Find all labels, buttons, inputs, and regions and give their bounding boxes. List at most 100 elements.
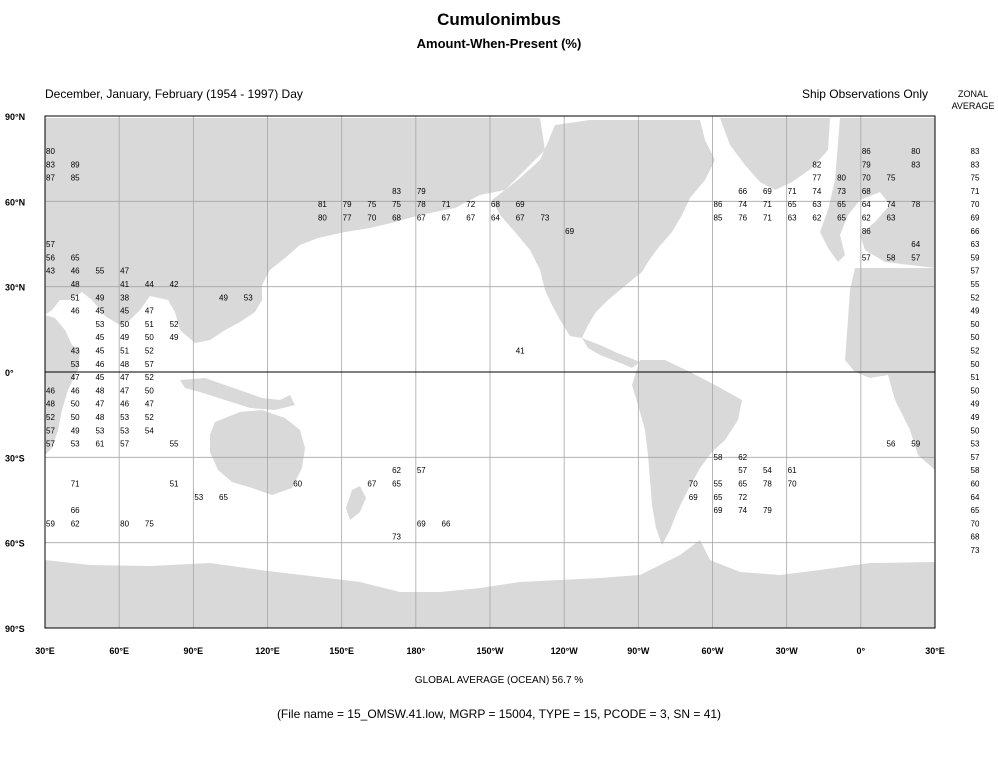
africa-east-landmass bbox=[845, 268, 935, 470]
cell-value: 61 bbox=[788, 466, 797, 475]
cell-value: 52 bbox=[170, 320, 179, 329]
cell-value: 59 bbox=[911, 440, 920, 449]
cell-value: 83 bbox=[392, 187, 401, 196]
cell-value: 79 bbox=[763, 506, 772, 515]
cell-value: 80 bbox=[837, 174, 846, 183]
cell-value: 78 bbox=[763, 480, 772, 489]
cell-value: 77 bbox=[343, 214, 352, 223]
cell-value: 47 bbox=[120, 373, 129, 382]
latitude-label: 0° bbox=[5, 368, 14, 378]
cell-value: 49 bbox=[219, 293, 228, 302]
cell-value: 48 bbox=[46, 400, 55, 409]
cell-value: 67 bbox=[442, 214, 451, 223]
zonal-value: 49 bbox=[971, 307, 980, 316]
cell-value: 62 bbox=[862, 214, 871, 223]
cell-value: 53 bbox=[95, 320, 104, 329]
cell-value: 64 bbox=[862, 200, 871, 209]
zonal-value: 57 bbox=[971, 453, 980, 462]
longitude-labels: 30°E 60°E 90°E 120°E 150°E 180° 150°W 120°W 90°W… bbox=[35, 646, 945, 656]
longitude-label: 180° bbox=[407, 646, 426, 656]
map-title: Cumulonimbus bbox=[437, 10, 561, 29]
cell-value: 67 bbox=[417, 214, 426, 223]
latitude-label: 30°N bbox=[5, 283, 25, 293]
zonal-value: 50 bbox=[971, 320, 980, 329]
cell-value: 49 bbox=[71, 426, 80, 435]
longitude-label: 0° bbox=[857, 646, 866, 656]
cell-value: 83 bbox=[46, 160, 55, 169]
cell-value: 49 bbox=[95, 293, 104, 302]
cell-value: 80 bbox=[318, 214, 327, 223]
central-america-landmass bbox=[582, 338, 640, 368]
cell-value: 79 bbox=[862, 160, 871, 169]
indonesia-landmass bbox=[180, 378, 295, 410]
cell-value: 48 bbox=[120, 360, 129, 369]
zonal-value: 63 bbox=[971, 240, 980, 249]
cell-value: 69 bbox=[516, 200, 525, 209]
zonal-value: 53 bbox=[971, 440, 980, 449]
cell-value: 53 bbox=[120, 413, 129, 422]
zonal-value: 70 bbox=[971, 200, 980, 209]
cell-value: 52 bbox=[145, 373, 154, 382]
cell-value: 51 bbox=[120, 347, 129, 356]
cell-value: 47 bbox=[145, 400, 154, 409]
cell-value: 50 bbox=[145, 386, 154, 395]
cell-value: 73 bbox=[392, 533, 401, 542]
longitude-label: 90°W bbox=[627, 646, 650, 656]
cell-value: 45 bbox=[95, 347, 104, 356]
cell-value: 74 bbox=[738, 200, 747, 209]
zonal-header-line-2: AVERAGE bbox=[951, 101, 995, 111]
zonal-average-values: 83 83 75 71 70 69 66 63 59 57 55 52 49 50 50 52 50 51 50 49… bbox=[971, 147, 980, 555]
cell-value: 63 bbox=[788, 214, 797, 223]
cell-value: 49 bbox=[120, 333, 129, 342]
cell-value: 47 bbox=[71, 373, 80, 382]
africa-landmass bbox=[45, 315, 80, 455]
season-period-label: December, January, February (1954 - 1997… bbox=[45, 87, 303, 101]
cell-value: 57 bbox=[738, 466, 747, 475]
zonal-average-header: ZONAL AVERAGE bbox=[948, 88, 998, 112]
cell-value: 80 bbox=[911, 147, 920, 156]
cell-value: 69 bbox=[417, 519, 426, 528]
greenland-landmass bbox=[720, 118, 830, 190]
cell-value: 53 bbox=[244, 293, 253, 302]
cell-value: 62 bbox=[812, 214, 821, 223]
cell-value: 80 bbox=[120, 519, 129, 528]
longitude-label: 120°W bbox=[551, 646, 579, 656]
cell-value: 69 bbox=[689, 493, 698, 502]
cell-value: 50 bbox=[71, 400, 80, 409]
longitude-label: 90°E bbox=[184, 646, 204, 656]
cell-value: 83 bbox=[911, 160, 920, 169]
australia-landmass bbox=[210, 410, 305, 495]
cell-value: 57 bbox=[46, 426, 55, 435]
south-america-landmass bbox=[632, 360, 742, 545]
cell-value: 70 bbox=[862, 174, 871, 183]
latitude-label: 30°S bbox=[5, 453, 25, 463]
europe-landmass bbox=[820, 118, 935, 268]
cell-value: 85 bbox=[714, 214, 723, 223]
cell-value: 65 bbox=[837, 214, 846, 223]
cell-value: 55 bbox=[714, 480, 723, 489]
longitude-label: 120°E bbox=[255, 646, 280, 656]
cell-value: 86 bbox=[862, 227, 871, 236]
cell-value: 42 bbox=[170, 280, 179, 289]
cell-value: 72 bbox=[466, 200, 475, 209]
cell-value: 51 bbox=[145, 320, 154, 329]
cell-value: 62 bbox=[738, 453, 747, 462]
zonal-value: 50 bbox=[971, 426, 980, 435]
cell-value: 69 bbox=[565, 227, 574, 236]
cell-value: 45 bbox=[95, 373, 104, 382]
cell-value: 44 bbox=[145, 280, 154, 289]
cell-value: 58 bbox=[714, 453, 723, 462]
zonal-value: 49 bbox=[971, 400, 980, 409]
cell-value: 52 bbox=[145, 347, 154, 356]
longitude-label: 30°E bbox=[35, 646, 55, 656]
cell-value: 71 bbox=[71, 480, 80, 489]
cell-value: 50 bbox=[120, 320, 129, 329]
cell-value: 62 bbox=[71, 519, 80, 528]
cell-value: 55 bbox=[170, 440, 179, 449]
zonal-value: 64 bbox=[971, 493, 980, 502]
zonal-value: 50 bbox=[971, 333, 980, 342]
cell-value: 48 bbox=[95, 413, 104, 422]
longitude-label: 30°E bbox=[925, 646, 945, 656]
cell-value: 85 bbox=[71, 174, 80, 183]
zonal-value: 57 bbox=[971, 267, 980, 276]
